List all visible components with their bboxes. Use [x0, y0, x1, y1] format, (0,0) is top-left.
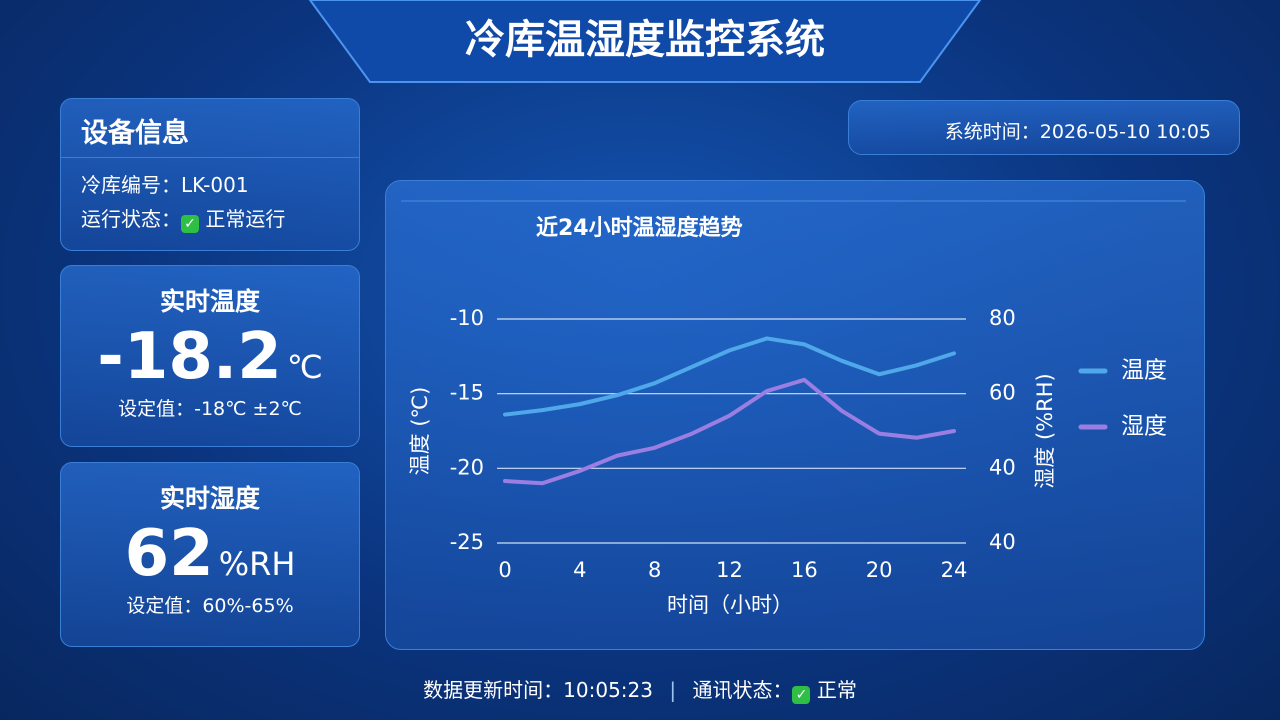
humidity-card: 实时湿度 62 %RH 设定值：60%-65%: [60, 462, 360, 647]
series-line: [503, 377, 956, 486]
chart-panel: 近24小时温湿度趋势 时间（小时） 温度 (℃) 湿度 (%RH) -25 -20…: [385, 180, 1205, 650]
info-value: 正常运行: [205, 207, 286, 231]
x-axis-label: 时间（小时）: [667, 593, 793, 617]
card-title: 实时湿度: [159, 484, 260, 513]
system-time: 系统时间：2026-05-10 10:05: [944, 121, 1211, 143]
title-banner: 冷库温湿度监控系统: [308, 0, 982, 83]
info-row: 冷库编号：LK-001: [81, 169, 249, 198]
chart-title: 近24小时温湿度趋势: [536, 215, 743, 241]
reading: -18.2 ℃: [61, 320, 359, 394]
x-tick-label: 12: [716, 558, 743, 582]
comm-label: 通讯状态：: [692, 678, 793, 702]
check-icon: ✓: [792, 686, 811, 704]
footer: 数据更新时间：10:05:23 | 通讯状态： ✓ 正常: [0, 674, 1280, 704]
x-tick-label: 4: [573, 558, 586, 582]
y2-axis-label: 湿度 (%RH): [1033, 373, 1057, 488]
check-icon: ✓: [181, 215, 199, 233]
x-tick-label: 8: [648, 558, 661, 582]
divider: [61, 157, 359, 158]
y2-tick-label: 80: [989, 306, 1016, 330]
info-label: 运行状态：: [81, 207, 181, 231]
x-tick-label: 16: [791, 558, 818, 582]
y-axis-label: 温度 (℃): [408, 387, 432, 476]
x-tick-label: 20: [866, 558, 893, 582]
y-tick-label: -10: [450, 306, 484, 330]
card-title: 实时温度: [159, 287, 260, 316]
y-tick-label: -25: [450, 530, 484, 554]
setpoint: 设定值：-18℃ ±2℃: [118, 398, 302, 420]
y-tick-label: -15: [450, 381, 484, 405]
system-time-box: 系统时间：2026-05-10 10:05: [848, 100, 1240, 155]
reading-unit: ℃: [286, 348, 323, 386]
info-label: 冷库编号：: [81, 173, 181, 197]
legend-label: 温度: [1121, 358, 1167, 384]
y2-tick-label: 40: [989, 530, 1016, 554]
y-tick-label: -20: [450, 455, 484, 479]
card-title: 设备信息: [81, 118, 189, 149]
reading-value: -18.2: [97, 320, 282, 394]
x-tick-label: 24: [941, 558, 968, 582]
comm-value: 正常: [816, 678, 857, 702]
separator: |: [669, 678, 677, 702]
page-title: 冷库温湿度监控系统: [465, 17, 825, 63]
series-line: [503, 336, 956, 417]
reading: 62 %RH: [61, 517, 359, 591]
info-row: 运行状态： ✓ 正常运行: [81, 203, 285, 233]
banner-shape: [308, 0, 982, 83]
setpoint: 设定值：60%-65%: [126, 595, 294, 617]
x-tick-label: 0: [498, 558, 511, 582]
y2-tick-label: 60: [989, 381, 1016, 405]
y2-tick-label: 40: [989, 455, 1016, 479]
info-value: LK-001: [181, 173, 249, 197]
device-info-card: 设备信息 冷库编号：LK-001 运行状态： ✓ 正常运行: [60, 98, 360, 251]
temperature-card: 实时温度 -18.2 ℃ 设定值：-18℃ ±2℃: [60, 265, 360, 447]
reading-value: 62: [124, 517, 214, 591]
chart: 近24小时温湿度趋势 时间（小时） 温度 (℃) 湿度 (%RH) -25 -20…: [401, 200, 1186, 617]
legend-label: 湿度: [1121, 414, 1167, 440]
reading-unit: %RH: [218, 545, 296, 583]
update-time: 数据更新时间：10:05:23: [423, 678, 653, 702]
